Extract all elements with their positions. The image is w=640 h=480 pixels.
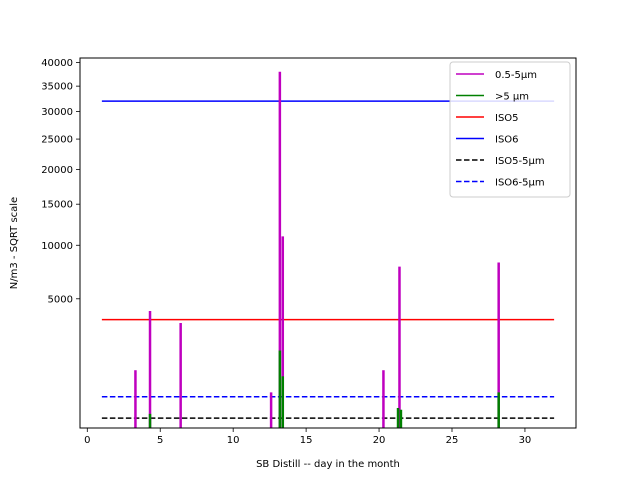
x-tick-label: 15 (300, 435, 313, 446)
legend-item: ISO5 (456, 113, 519, 124)
legend-label: ISO5 (495, 113, 519, 124)
legend-label: ISO6 (495, 135, 519, 146)
y-tick-label: 15000 (41, 200, 73, 211)
y-tick-label: 40000 (41, 58, 73, 69)
legend-label: 0.5-5µm (495, 70, 537, 81)
legend-item: >5 µm (456, 92, 529, 103)
plot-frame (79, 57, 577, 429)
x-axis-label: SB Distill -- day in the month (256, 459, 400, 470)
y-axis-ticks: 5000 10000 15000 20000 25000 30000 35000 40000 (41, 58, 80, 305)
x-tick-label: 30 (519, 435, 532, 446)
legend-item: 0.5-5µm (456, 70, 537, 81)
y-axis-label: N/m3 - SQRT scale (9, 197, 20, 289)
y-tick-label: 20000 (41, 165, 73, 176)
x-tick-label: 5 (157, 435, 163, 446)
y-tick-label: 35000 (41, 82, 73, 93)
y-tick-label: 25000 (41, 135, 73, 146)
legend-label: ISO5-5µm (495, 156, 545, 167)
x-tick-label: 0 (84, 435, 90, 446)
legend-item: ISO5-5µm (456, 156, 545, 167)
x-axis-ticks: 0 5 10 15 20 25 30 (84, 428, 531, 446)
y-tick-label: 30000 (41, 107, 73, 118)
legend-item: ISO6-5µm (456, 178, 545, 189)
series-5-m (148, 350, 500, 428)
y-tick-label: 5000 (48, 294, 73, 305)
x-tick-label: 25 (446, 435, 459, 446)
y-tick-label: 10000 (41, 241, 73, 252)
legend-item: ISO6 (456, 135, 519, 146)
x-tick-label: 20 (373, 435, 386, 446)
x-tick-label: 10 (227, 435, 240, 446)
legend: 0.5-5µm >5 µm ISO5 ISO6 ISO5-5µm ISO6-5µm (449, 61, 571, 198)
legend-label: ISO6-5µm (495, 178, 545, 189)
series-layer (101, 71, 555, 428)
legend-label: >5 µm (495, 92, 529, 103)
